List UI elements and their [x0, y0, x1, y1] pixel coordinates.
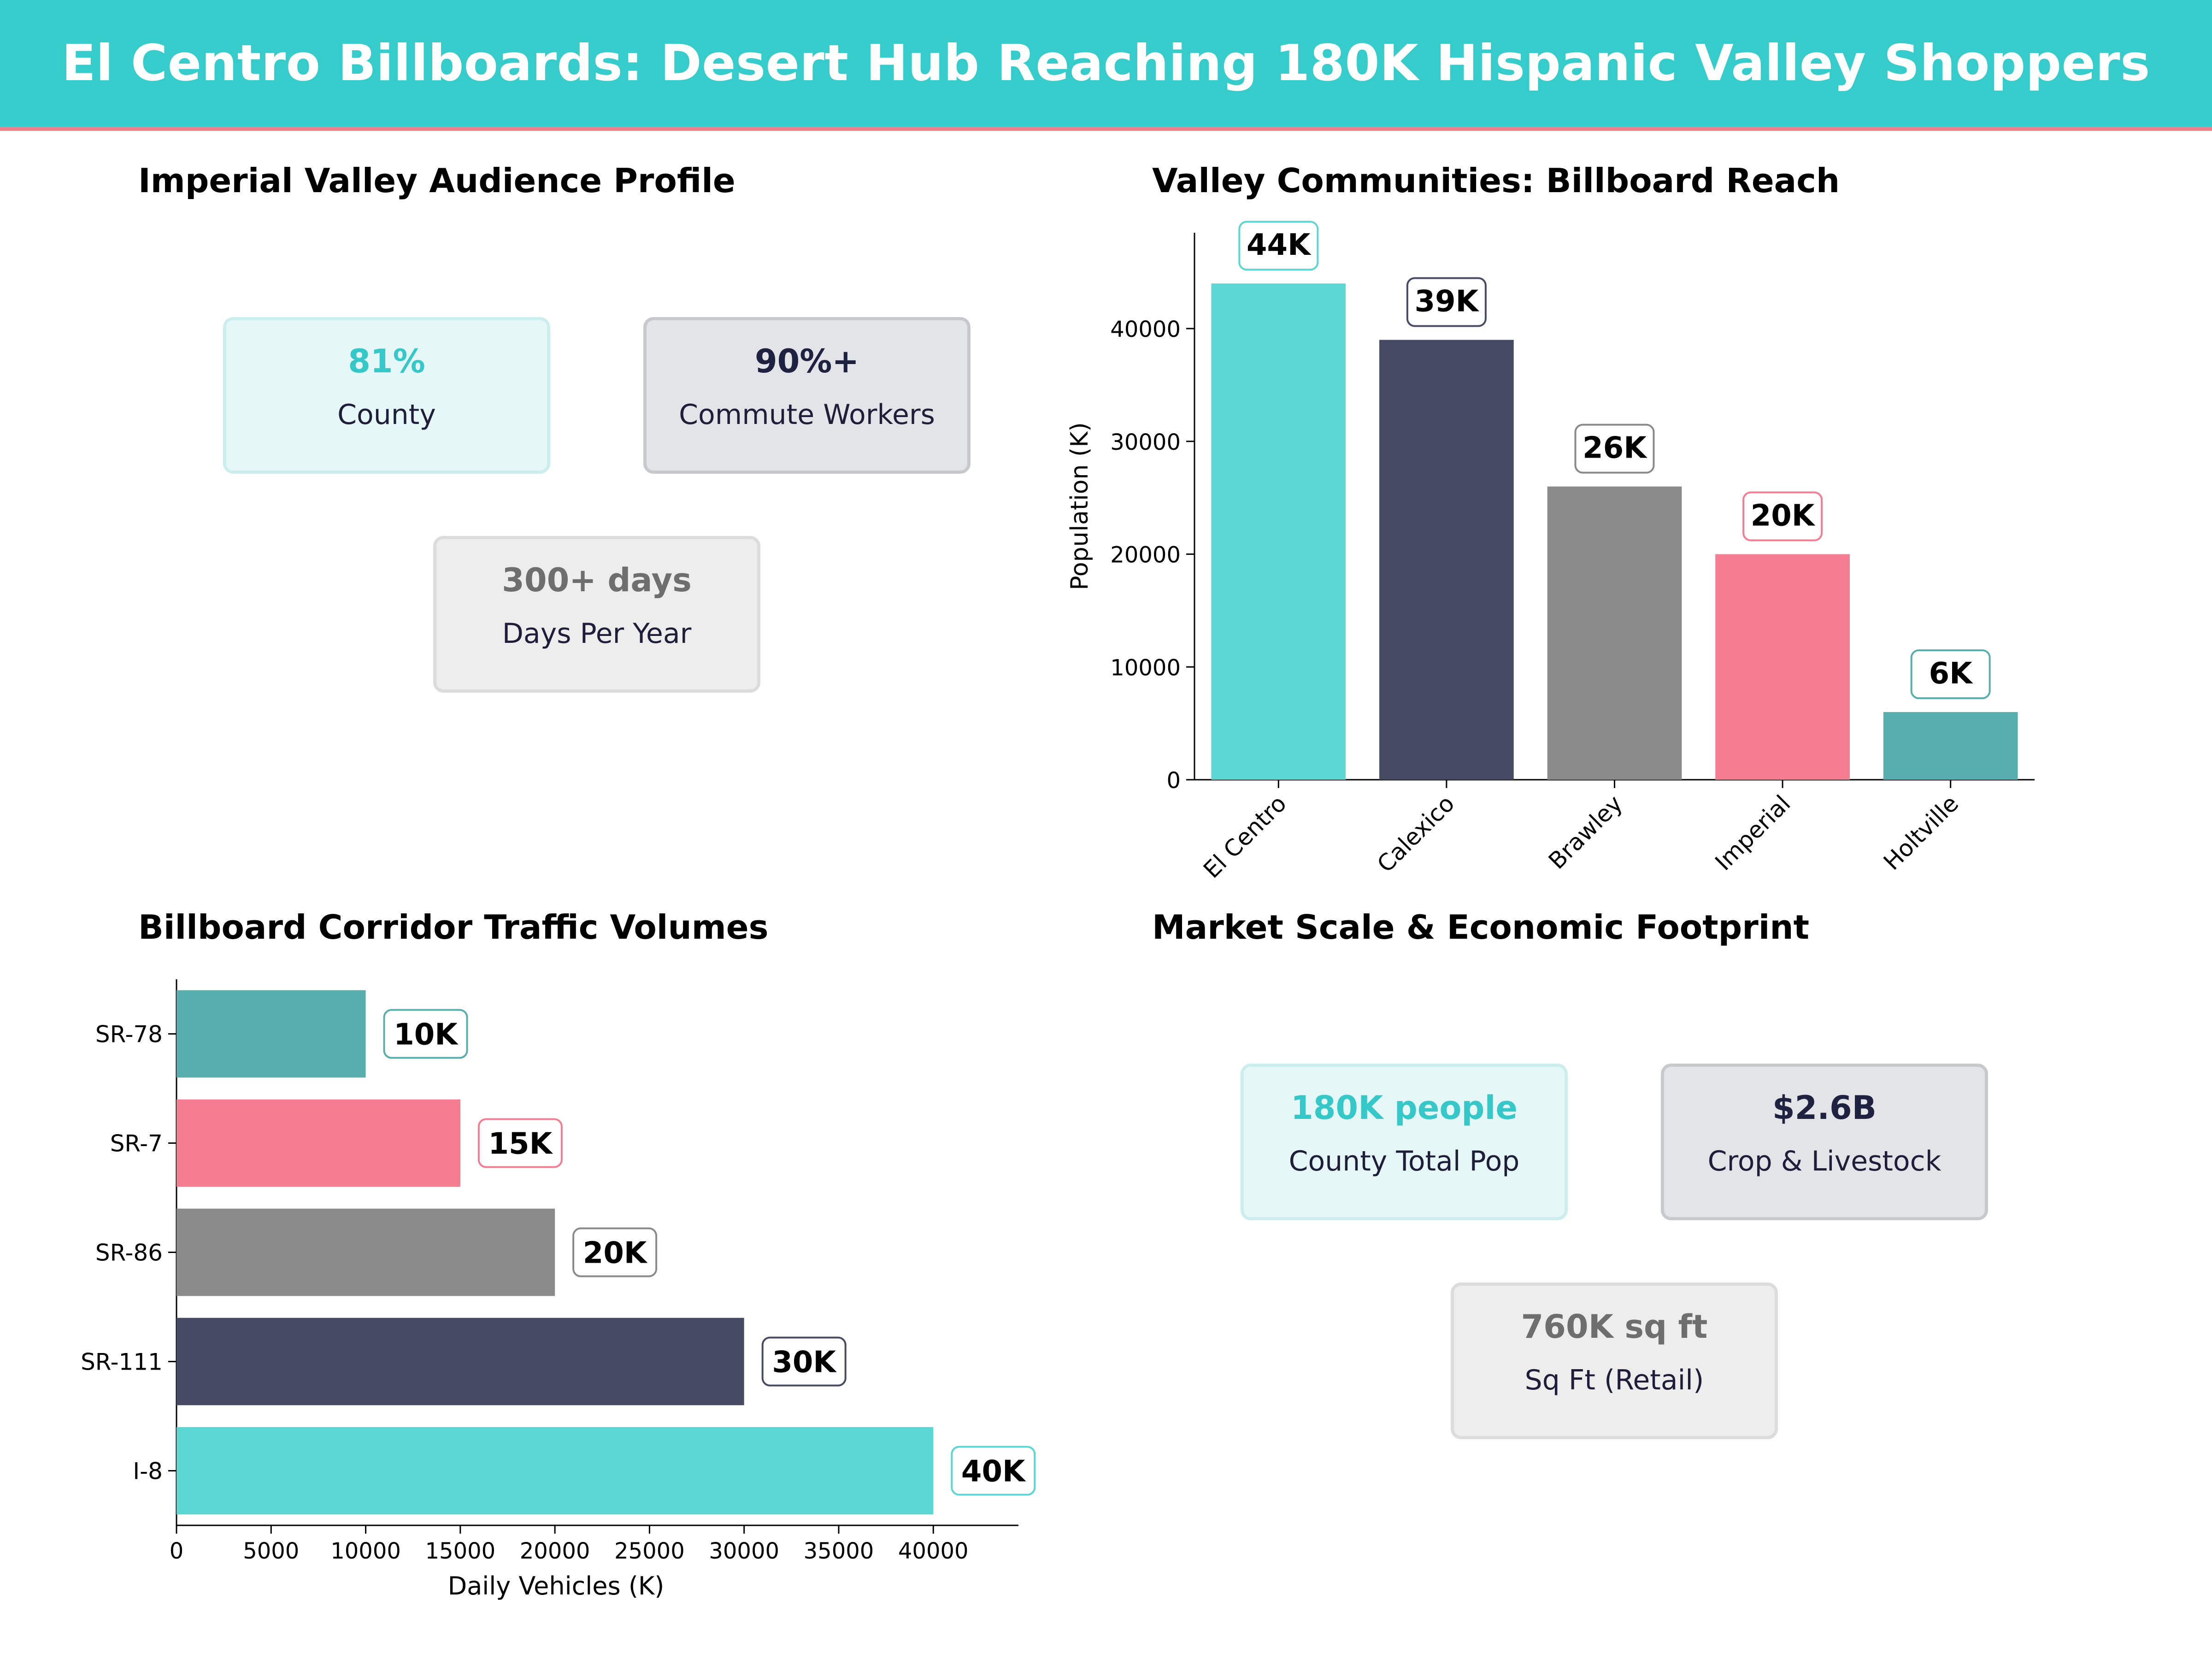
- y-tick-label: SR-111: [81, 1349, 163, 1376]
- bar-i-8: [176, 1427, 934, 1515]
- market-card-population: 180K people County Total Pop: [1241, 1064, 1568, 1220]
- bar-holtville: [1883, 712, 2018, 780]
- card-value: 90%+: [754, 342, 859, 380]
- y-tick-label: 10000: [1110, 655, 1181, 681]
- x-tick-label: 35000: [804, 1538, 874, 1564]
- data-label: 40K: [961, 1455, 1026, 1489]
- x-tick-label: 5000: [243, 1538, 299, 1564]
- data-label-box: [951, 1446, 1036, 1496]
- data-label-box: [1742, 491, 1823, 541]
- bar-imperial: [1715, 554, 1850, 780]
- card-label: Sq Ft (Retail): [1524, 1364, 1704, 1396]
- data-label-box: [572, 1227, 658, 1277]
- data-label: 30K: [772, 1346, 837, 1380]
- bar-sr-7: [176, 1099, 460, 1187]
- y-tick-label: SR-86: [95, 1240, 163, 1266]
- data-label-box: [1574, 424, 1655, 474]
- y-tick-label: 30000: [1110, 429, 1181, 455]
- data-label: 10K: [394, 1018, 459, 1052]
- data-label-box: [1910, 649, 1991, 700]
- y-tick-label: 20000: [1110, 542, 1181, 568]
- audience-card-days: 300+ days Days Per Year: [433, 536, 760, 693]
- y-tick-label: SR-7: [110, 1130, 163, 1157]
- y-axis-label: Population (K): [1066, 422, 1094, 590]
- data-label-box: [477, 1118, 563, 1168]
- x-axis-label: Daily Vehicles (K): [448, 1571, 665, 1600]
- bar-brawley: [1547, 486, 1682, 780]
- market-card-crop: $2.6B Crop & Livestock: [1661, 1064, 1988, 1220]
- y-tick-label: 0: [1166, 768, 1181, 794]
- card-value: 760K sq ft: [1521, 1308, 1708, 1346]
- card-value: $2.6B: [1772, 1089, 1877, 1127]
- data-label: 26K: [1583, 431, 1647, 465]
- x-tick-label: 25000: [614, 1538, 685, 1564]
- header-banner: El Centro Billboards: Desert Hub Reachin…: [0, 0, 2212, 127]
- data-label-box: [383, 1009, 468, 1059]
- card-label: Crop & Livestock: [1707, 1145, 1941, 1177]
- x-tick-label: 10000: [330, 1538, 401, 1564]
- card-value: 300+ days: [502, 561, 692, 599]
- data-label-box: [761, 1336, 847, 1387]
- y-tick-label: SR-78: [95, 1021, 163, 1048]
- header-accent-line: [0, 127, 2212, 131]
- data-label-box: [1238, 221, 1319, 271]
- card-label: Days Per Year: [502, 618, 692, 650]
- bar-sr-78: [176, 990, 366, 1078]
- card-label: County: [337, 399, 436, 431]
- audience-card-commute: 90%+ Commute Workers: [643, 317, 971, 474]
- card-label: Commute Workers: [679, 399, 935, 431]
- data-label: 44K: [1247, 228, 1312, 262]
- data-label: 20K: [583, 1236, 648, 1271]
- card-value: 180K people: [1291, 1089, 1518, 1127]
- x-tick-label: 15000: [425, 1538, 495, 1564]
- bar-el-centro: [1211, 283, 1346, 780]
- y-tick-label: I-8: [133, 1458, 163, 1485]
- data-label: 39K: [1415, 285, 1480, 319]
- x-tick-label: 40000: [898, 1538, 969, 1564]
- bar-calexico: [1379, 340, 1514, 780]
- data-label: 20K: [1751, 499, 1816, 533]
- data-label: 15K: [488, 1127, 553, 1161]
- data-label-box: [1406, 277, 1487, 327]
- y-tick-label: 40000: [1110, 317, 1181, 342]
- audience-card-county: 81% County: [223, 317, 550, 474]
- market-card-retail: 760K sq ft Sq Ft (Retail): [1451, 1282, 1778, 1439]
- bar-sr-86: [176, 1208, 555, 1296]
- card-value: 81%: [348, 342, 425, 380]
- card-label: County Total Pop: [1288, 1145, 1520, 1177]
- x-tick-label: 0: [170, 1538, 184, 1564]
- page-title: El Centro Billboards: Desert Hub Reachin…: [62, 35, 2150, 92]
- bar-sr-111: [176, 1318, 744, 1406]
- x-tick-label: 30000: [709, 1538, 779, 1564]
- x-tick-label: 20000: [520, 1538, 590, 1564]
- data-label: 6K: [1929, 657, 1974, 691]
